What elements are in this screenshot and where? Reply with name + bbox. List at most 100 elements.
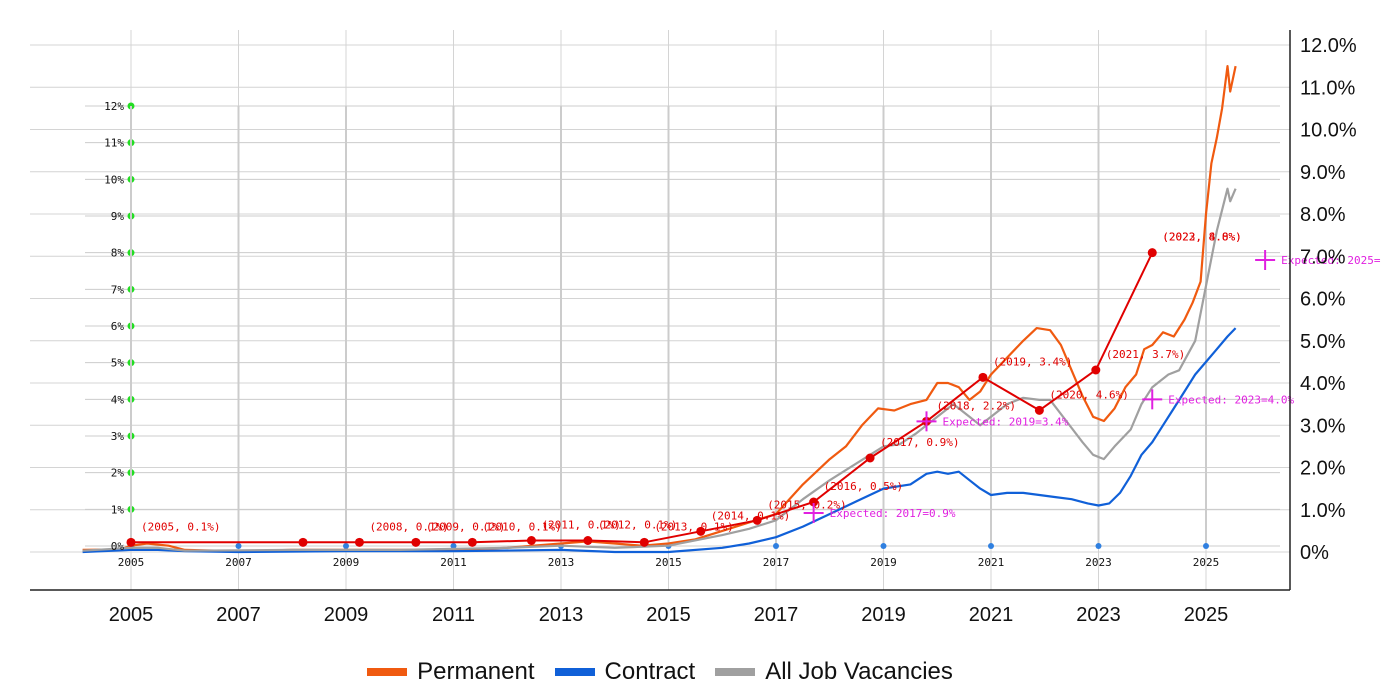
legend-swatch-contract (554, 668, 595, 676)
overlay-line (131, 252, 1154, 544)
overlay-point (639, 537, 649, 547)
overlay-point-label: (2014, 0.1%) (711, 509, 790, 522)
inner-y-tick-label: 8% (111, 247, 125, 260)
overlay-point-label: (2020, 4.6%) (1049, 388, 1128, 401)
inner-y-tick-label: 5% (111, 357, 125, 370)
y-tick-label: 6.0% (1300, 289, 1346, 311)
overlay-point (298, 537, 308, 547)
tick-labels: 0% 1.0% 2.0% 3.0% 4.0% 5.0% 6.0% 7.0% 8.0% 9.0% 10… (104, 35, 1357, 626)
overlay-point (467, 537, 477, 547)
x-tick-label: 2005 (109, 604, 154, 626)
overlay-point-label: (2015, 0.2%) (767, 498, 846, 511)
overlay-point-label: (2012, 0.1%) (598, 519, 677, 532)
legend-label-all-job-vacancies: All Job Vacancies (765, 658, 953, 685)
inner-y-tick-label: 0% (111, 540, 125, 553)
inner-y-tick-label: 11% (104, 137, 124, 150)
legend-swatch-all-job-vacancies (715, 668, 756, 676)
overlay-point (354, 537, 364, 547)
inner-x-tick-label: 2021 (978, 556, 1005, 569)
y-tick-label: 12.0% (1300, 35, 1357, 57)
overlay-point (126, 537, 136, 547)
x-tick-label: 2007 (216, 604, 261, 626)
inner-x-tick-label: 2013 (548, 556, 575, 569)
legend-label-contract: Contract (604, 658, 696, 685)
inner-overlay: (2005, 0.1%) (2008, 0.1%)(2009, 0.1%)(201… (126, 231, 1381, 547)
x-tick-label: 2015 (646, 604, 691, 626)
expected-label: Expected: 2025= (1281, 254, 1381, 267)
overlay-point-label: (2009, 0.1%) (426, 520, 505, 533)
legend-item-permanent[interactable]: Permanent (367, 658, 535, 686)
y-tick-label: 3.0% (1300, 415, 1346, 437)
overlay-point (526, 536, 536, 545)
inner-x-dot (880, 543, 887, 549)
inner-y-tick-label: 9% (111, 210, 125, 223)
inner-x-dot (1095, 543, 1102, 549)
inner-x-tick-label: 2011 (440, 556, 467, 569)
inner-x-dot (1203, 543, 1209, 549)
y-tick-label: 2.0% (1300, 458, 1346, 480)
legend-item-contract[interactable]: Contract (554, 658, 696, 686)
expected-label: Expected: 2017=0.9% (830, 507, 956, 520)
y-tick-label: 7.0% (1300, 246, 1346, 268)
expected-label: Expected: 2019=3.4% (943, 415, 1069, 428)
overlay-point (1147, 248, 1157, 258)
inner-y-tick-label: 6% (111, 320, 125, 333)
overlay-point (809, 497, 819, 507)
overlay-point-label: (2017, 0.9%) (880, 436, 959, 449)
inner-y-tick-label: 2% (111, 467, 125, 480)
y-tick-label: 9.0% (1300, 162, 1346, 184)
series-line-all-job-vacancies (82, 187, 1237, 552)
legend: Permanent Contract All Job Vacancies (0, 654, 1320, 690)
y-tick-label: 0% (1300, 542, 1329, 564)
overlay-point (865, 453, 875, 463)
outer-series-lines (82, 65, 1237, 554)
trend-chart: (2005, 0.1%) (2008, 0.1%)(2009, 0.1%)(201… (30, 30, 1381, 626)
inner-x-tick-label: 2009 (333, 556, 360, 569)
y-tick-label: 4.0% (1300, 373, 1346, 395)
inner-x-tick-label: 2015 (655, 556, 682, 569)
x-tick-label: 2017 (754, 604, 799, 626)
expected-label: Expected: 2023=4.0% (1168, 393, 1294, 406)
overlay-point-label: (2013, 0.1%) (654, 520, 733, 533)
x-tick-label: 2011 (432, 604, 475, 626)
inner-x-tick-label: 2007 (225, 556, 252, 569)
overlay-point-label: (2023, 8.0%) (1162, 231, 1241, 244)
y-tick-label: 5.0% (1300, 331, 1346, 353)
x-tick-label: 2025 (1184, 604, 1229, 626)
x-tick-label: 2021 (969, 604, 1014, 626)
overlay-point-label: (2022, 4.8%) (1162, 231, 1241, 244)
legend-item-all-job-vacancies[interactable]: All Job Vacancies (715, 658, 953, 686)
inner-grid (85, 102, 1280, 550)
overlay-point-label: (2008, 0.1%) (369, 520, 448, 533)
x-tick-label: 2009 (324, 604, 369, 626)
overlay-point (1091, 365, 1101, 375)
series-line-permanent (82, 65, 1237, 553)
legend-label-permanent: Permanent (417, 658, 535, 685)
inner-y-tick-label: 1% (111, 503, 125, 516)
inner-y-tick-label: 7% (111, 283, 125, 296)
overlay-point (752, 515, 762, 525)
axes (30, 30, 1291, 591)
overlay-point-label: (2010, 0.1%) (482, 520, 561, 533)
inner-x-tick-label: 2019 (870, 556, 897, 569)
overlay-point-label: (2021, 3.7%) (1106, 348, 1185, 361)
x-tick-label: 2013 (539, 604, 584, 626)
inner-y-tick-label: 3% (111, 430, 125, 443)
overlay-point (411, 537, 421, 547)
inner-x-dot (343, 543, 349, 549)
inner-x-tick-label: 2025 (1193, 556, 1220, 569)
overlay-point (583, 536, 593, 545)
x-tick-label: 2019 (861, 604, 906, 626)
legend-swatch-permanent (367, 668, 408, 676)
inner-y-tick-label: 4% (111, 393, 125, 406)
overlay-point-label: (2018, 2.2%) (937, 399, 1016, 412)
inner-y-tick-label: 10% (104, 173, 124, 186)
overlay-point (696, 526, 706, 536)
inner-x-dot (988, 543, 994, 549)
inner-x-tick-label: 2005 (118, 556, 145, 569)
y-tick-label: 11.0% (1300, 77, 1355, 99)
inner-x-tick-label: 2023 (1085, 556, 1112, 569)
inner-x-dot (235, 543, 242, 549)
overlay-point-label: (2005, 0.1%) (141, 520, 220, 533)
overlay-point-label: (2011, 0.1%) (541, 519, 620, 532)
